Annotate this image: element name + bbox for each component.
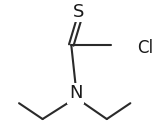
Text: S: S [73, 3, 85, 21]
Text: Cl: Cl [137, 39, 153, 57]
Text: N: N [69, 84, 82, 102]
